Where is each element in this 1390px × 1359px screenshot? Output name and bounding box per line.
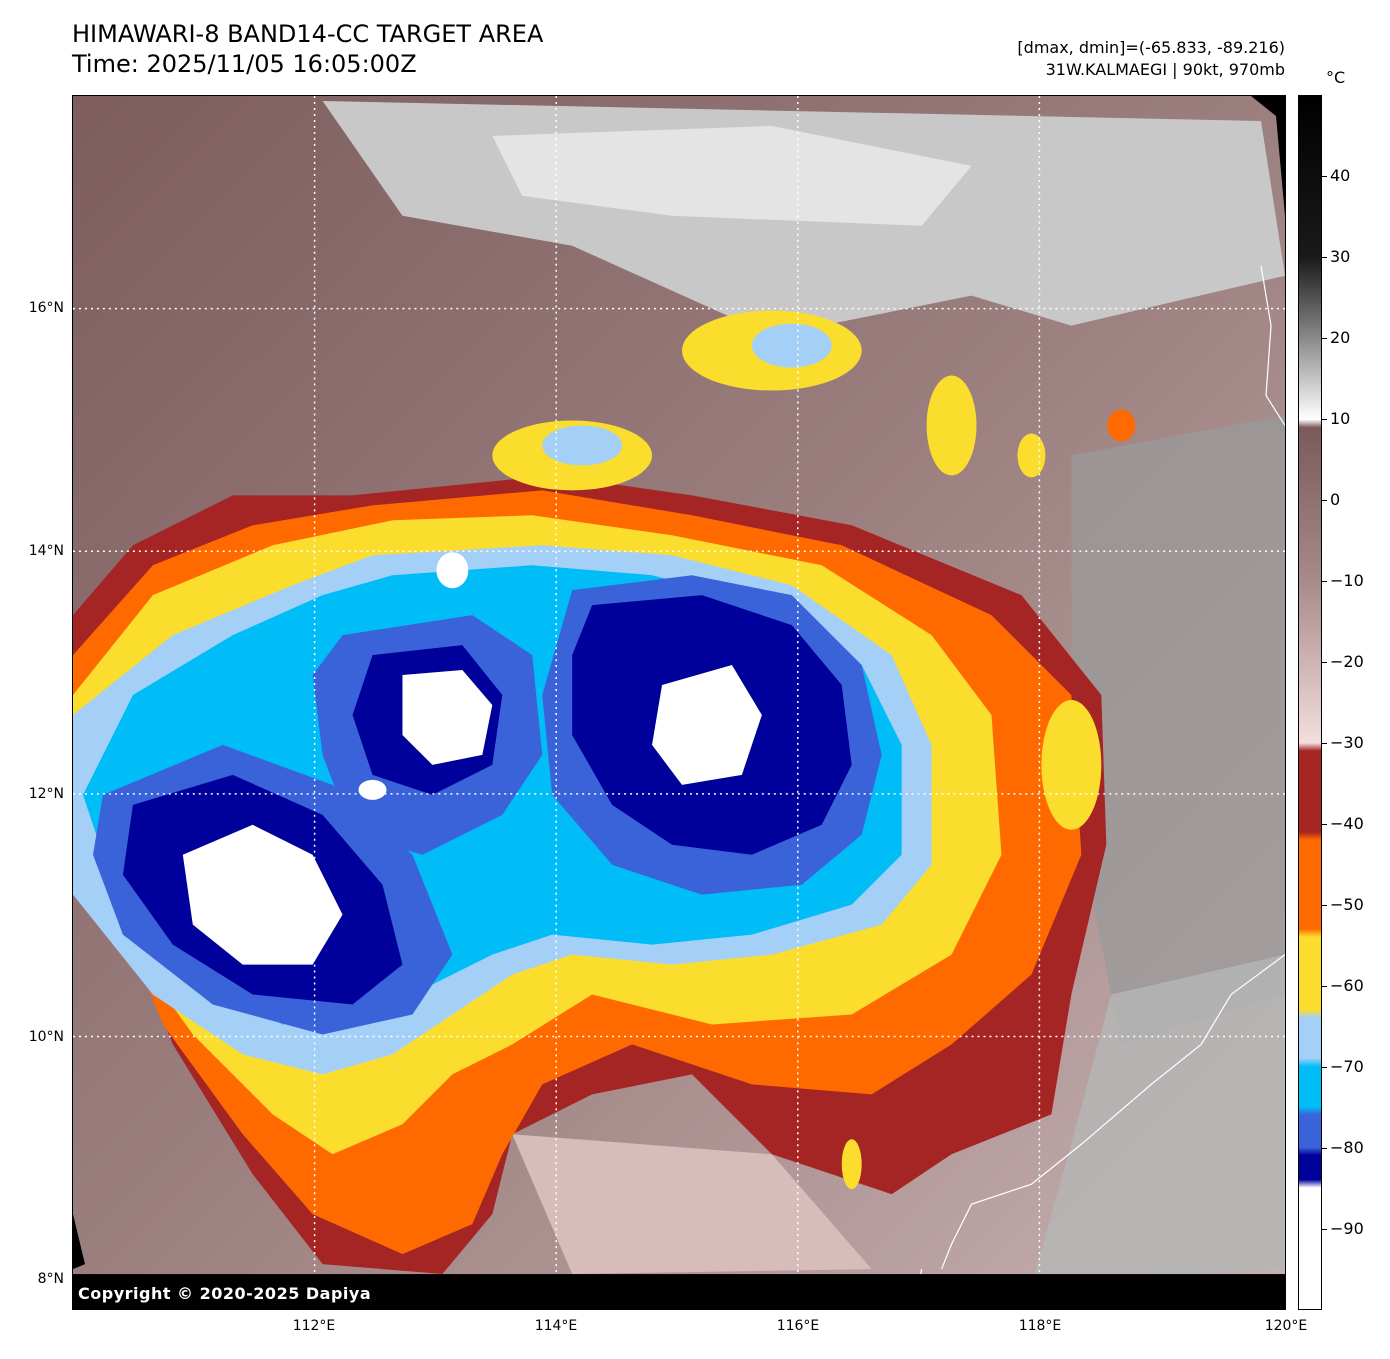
colorbar-tick-mark — [1322, 905, 1327, 906]
colorbar-tick-label: −60 — [1330, 976, 1364, 995]
colorbar-tick-label: −90 — [1330, 1219, 1364, 1238]
satellite-image — [72, 95, 1286, 1310]
lat-label-8n: 8°N — [37, 1271, 64, 1287]
lat-label-12n: 12°N — [28, 786, 64, 802]
colorbar-tick-label: −10 — [1330, 571, 1364, 590]
lat-label-14n: 14°N — [28, 543, 64, 559]
colorbar — [1298, 95, 1322, 1310]
storm-info: 31W.KALMAEGI | 90kt, 970mb — [1045, 60, 1285, 79]
lon-label-116e: 116°E — [776, 1318, 820, 1334]
colorbar-tick-label: 40 — [1330, 166, 1351, 185]
colorbar-tick-mark — [1322, 257, 1327, 258]
title-line1: HIMAWARI-8 BAND14-CC TARGET AREA — [72, 20, 544, 48]
colorbar-tick-label: −80 — [1330, 1138, 1364, 1157]
range-text: [dmax, dmin]=(-65.833, -89.216) — [1017, 38, 1285, 57]
colorbar-tick-label: −20 — [1330, 652, 1364, 671]
lon-label-120e: 120°E — [1264, 1318, 1308, 1334]
colorbar-tick-mark — [1322, 1229, 1327, 1230]
colorbar-tick-mark — [1322, 1148, 1327, 1149]
lat-label-16n: 16°N — [28, 300, 64, 316]
colorbar-unit: °C — [1326, 68, 1346, 87]
colorbar-tick-label: 10 — [1330, 409, 1351, 428]
colorbar-tick-mark — [1322, 419, 1327, 420]
colorbar-tick-label: 30 — [1330, 247, 1351, 266]
lat-label-10n: 10°N — [28, 1029, 64, 1045]
colorbar-tick-label: 20 — [1330, 328, 1351, 347]
colorbar-tick-mark — [1322, 500, 1327, 501]
colorbar-tick-label: 0 — [1330, 490, 1341, 509]
colorbar-tick-mark — [1322, 338, 1327, 339]
colorbar-tick-mark — [1322, 662, 1327, 663]
colorbar-tick-mark — [1322, 581, 1327, 582]
colorbar-tick-label: −30 — [1330, 733, 1364, 752]
lon-label-112e: 112°E — [292, 1318, 336, 1334]
colorbar-tick-mark — [1322, 743, 1327, 744]
lon-label-118e: 118°E — [1018, 1318, 1062, 1334]
colorbar-tick-label: −50 — [1330, 895, 1364, 914]
colorbar-tick-label: −70 — [1330, 1057, 1364, 1076]
title-line2: Time: 2025/11/05 16:05:00Z — [72, 50, 417, 78]
colorbar-tick-label: −40 — [1330, 814, 1364, 833]
copyright-text: Copyright © 2020-2025 Dapiya — [78, 1284, 372, 1303]
lon-label-114e: 114°E — [534, 1318, 578, 1334]
colorbar-tick-mark — [1322, 824, 1327, 825]
colorbar-tick-mark — [1322, 1067, 1327, 1068]
colorbar-tick-mark — [1322, 176, 1327, 177]
colorbar-tick-mark — [1322, 986, 1327, 987]
